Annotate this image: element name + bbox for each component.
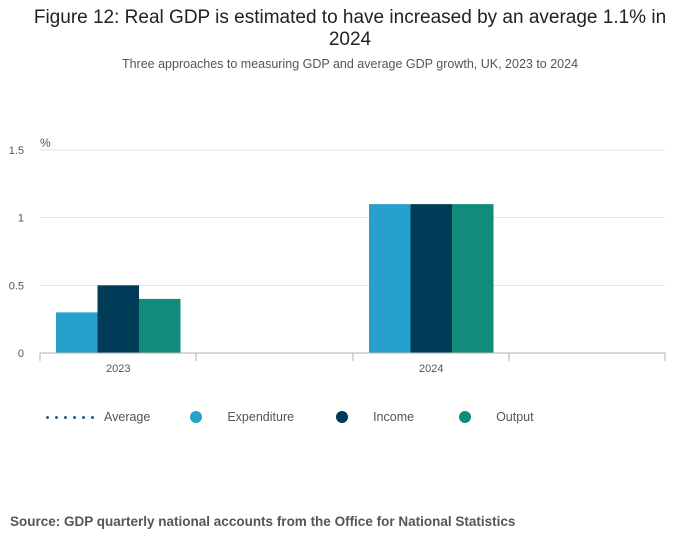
y-axis-unit-label: % <box>40 136 51 150</box>
y-tick-label: 1 <box>18 213 24 225</box>
legend-label-expenditure: Expenditure <box>227 410 295 424</box>
income-swatch <box>336 411 349 423</box>
bar-chart: 0 0.5 1 1.5 % 2023 2024 <box>9 136 666 375</box>
y-tick-label: 0.5 <box>9 280 24 292</box>
legend-label-income: Income <box>373 410 415 424</box>
legend-item-output: Output <box>459 410 534 424</box>
legend-item-expenditure: Expenditure <box>190 410 294 424</box>
x-tick-label: 2023 <box>106 363 130 375</box>
bar-income-2024 <box>410 204 452 353</box>
bar-output-2024 <box>452 204 494 353</box>
y-axis-ticks: 0 0.5 1 1.5 <box>9 145 24 360</box>
bar-output-2023 <box>139 298 181 353</box>
bar-expenditure-2023 <box>56 312 98 353</box>
source-note: Source: GDP quarterly national accounts … <box>10 514 516 529</box>
legend-item-income: Income <box>336 410 414 424</box>
legend-label-output: Output <box>496 410 534 424</box>
bar-income-2023 <box>97 285 139 353</box>
legend: Average Expenditure Income Output <box>46 408 534 426</box>
expenditure-swatch <box>190 411 203 423</box>
average-line-swatch <box>46 415 98 419</box>
x-tick-label: 2024 <box>419 363 443 375</box>
bar-expenditure-2024 <box>369 204 411 353</box>
x-axis: 2023 2024 <box>39 352 666 375</box>
chart-title: Figure 12: Real GDP is estimated to have… <box>33 7 667 50</box>
output-swatch <box>459 411 472 423</box>
legend-item-average: Average <box>46 410 150 424</box>
y-tick-label: 0 <box>18 348 24 360</box>
bars <box>56 204 494 353</box>
chart-subtitle: Three approaches to measuring GDP and av… <box>121 57 579 71</box>
grid-lines <box>40 149 665 286</box>
y-tick-label: 1.5 <box>9 145 24 157</box>
legend-label-average: Average <box>104 410 151 424</box>
